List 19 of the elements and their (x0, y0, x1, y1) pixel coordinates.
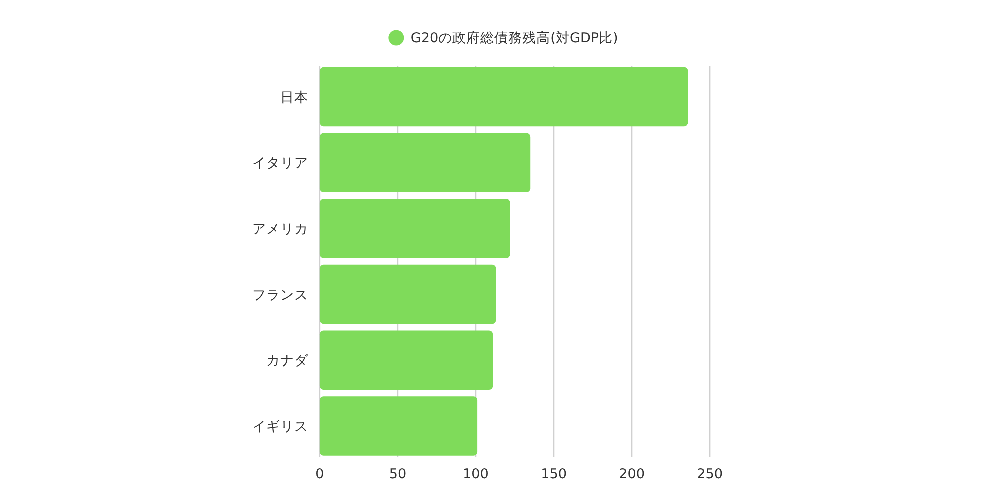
bar (320, 396, 478, 456)
bar (320, 67, 688, 127)
y-tick-label: アメリカ (252, 221, 308, 238)
y-tick-label: 日本 (280, 90, 308, 106)
bar (320, 330, 494, 390)
x-tick-label: 200 (619, 466, 645, 482)
y-tick-label: イギリス (252, 418, 308, 435)
x-tick-label: 100 (463, 466, 489, 482)
x-tick-label: 250 (697, 466, 723, 482)
y-tick-label: カナダ (266, 353, 310, 370)
bar (320, 133, 531, 192)
bar (320, 264, 496, 324)
y-tick-label: フランス (252, 287, 308, 304)
bar (320, 199, 510, 258)
x-tick-label: 50 (389, 466, 407, 482)
x-tick-label: 0 (316, 466, 324, 482)
x-tick-label: 150 (541, 466, 567, 482)
y-tick-label: イタリア (252, 156, 308, 172)
legend-label: G20の政府総債務残高(対GDP比) (410, 30, 618, 47)
